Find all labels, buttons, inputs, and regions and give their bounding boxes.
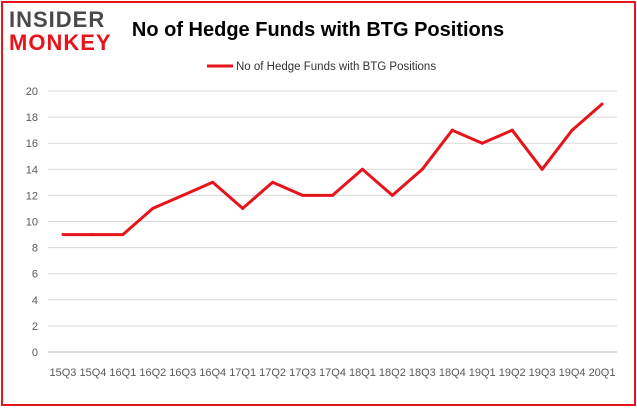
x-tick-label: 16Q4 xyxy=(199,367,226,379)
x-tick-label: 20Q1 xyxy=(589,367,616,379)
y-tick-label: 0 xyxy=(32,347,38,359)
data-point xyxy=(420,167,424,171)
x-tick-label: 19Q2 xyxy=(499,367,526,379)
data-point xyxy=(91,233,95,237)
data-point xyxy=(331,193,334,197)
y-tick-label: 2 xyxy=(32,321,38,333)
x-tick-label: 16Q2 xyxy=(139,367,166,379)
x-tick-label: 18Q1 xyxy=(349,367,376,379)
logo-line-2: MONKEY xyxy=(9,30,112,55)
data-point xyxy=(600,102,604,106)
data-point xyxy=(510,128,514,132)
legend-label: No of Hedge Funds with BTG Positions xyxy=(236,61,436,73)
x-tick-label: 19Q1 xyxy=(469,367,496,379)
data-point xyxy=(570,128,574,132)
y-tick-label: 4 xyxy=(32,295,38,307)
data-point xyxy=(390,193,394,197)
x-axis: 15Q3 15Q4 16Q1 16Q2 16Q3 16Q4 17Q1 17Q2 17Q3 17Q4… xyxy=(48,351,617,379)
x-tick-label: 17Q4 xyxy=(319,367,346,379)
x-tick-label: 18Q3 xyxy=(409,367,436,379)
y-tick-label: 12 xyxy=(26,190,38,202)
data-point xyxy=(271,180,275,184)
logo-line-1: INSIDER xyxy=(9,7,105,32)
x-tick-label: 17Q1 xyxy=(229,367,256,379)
data-point xyxy=(360,167,364,171)
data-point xyxy=(61,233,65,237)
y-tick-label: 20 xyxy=(26,86,38,98)
data-point xyxy=(301,193,305,197)
x-tick-label: 18Q2 xyxy=(379,367,406,379)
data-point xyxy=(121,233,125,237)
legend: No of Hedge Funds with BTG Positions xyxy=(207,61,436,73)
x-tick-label: 15Q4 xyxy=(79,367,106,379)
y-tick-label: 16 xyxy=(26,138,38,150)
y-axis: 0 2 4 6 8 10 12 14 16 18 20 xyxy=(26,86,38,359)
y-tick-label: 6 xyxy=(32,269,38,281)
y-tick-label: 8 xyxy=(32,243,38,255)
y-tick-label: 14 xyxy=(26,164,38,176)
x-tick-label: 16Q3 xyxy=(169,367,196,379)
y-tick-label: 18 xyxy=(26,112,38,124)
data-point xyxy=(181,193,185,197)
x-tick-label: 17Q3 xyxy=(289,367,316,379)
x-tick-label: 15Q3 xyxy=(50,367,77,379)
data-point xyxy=(211,180,215,184)
chart-title: No of Hedge Funds with BTG Positions xyxy=(132,19,504,41)
insider-monkey-logo: INSIDER MONKEY xyxy=(9,7,112,55)
data-point xyxy=(151,206,155,210)
y-tick-label: 10 xyxy=(26,217,38,229)
x-tick-label: 19Q4 xyxy=(559,367,586,379)
plot-area xyxy=(61,102,604,237)
x-tick-label: 16Q1 xyxy=(109,367,136,379)
data-point xyxy=(480,141,484,145)
x-tick-label: 17Q2 xyxy=(259,367,286,379)
x-tick-label: 18Q4 xyxy=(439,367,466,379)
x-tick-label: 19Q3 xyxy=(529,367,556,379)
data-point xyxy=(450,128,454,132)
data-point xyxy=(540,167,544,171)
data-point xyxy=(241,206,245,210)
